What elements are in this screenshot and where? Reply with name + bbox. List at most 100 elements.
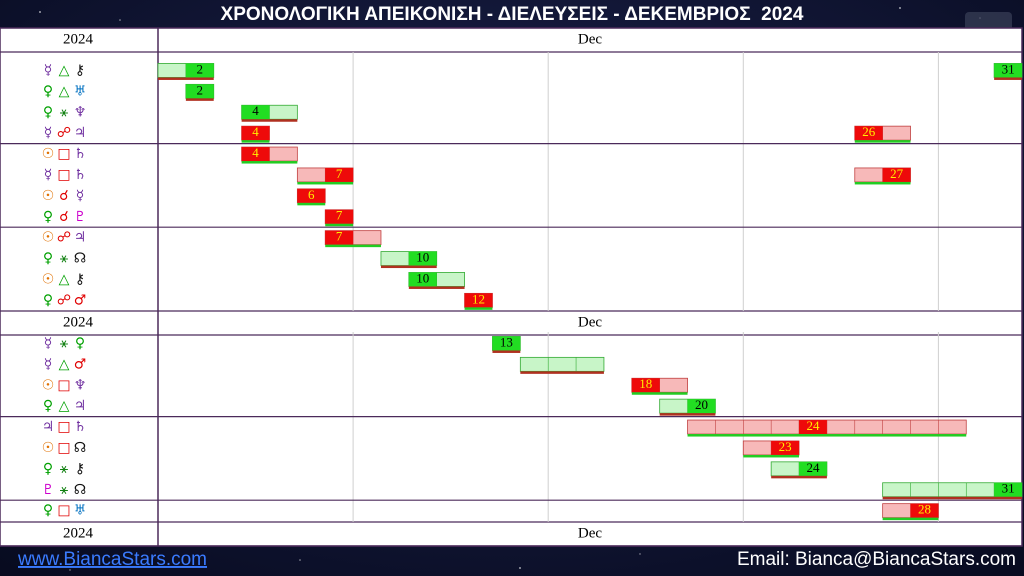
- aspect-glyph: ⚷: [75, 461, 85, 477]
- aspect-glyph: ♇: [42, 482, 55, 498]
- aspect-glyph: ♃: [74, 125, 87, 141]
- aspect-glyph: ♀: [43, 104, 53, 120]
- peak-cell: [994, 63, 1022, 78]
- year-label: 2024: [63, 525, 94, 541]
- peak-label: 7: [336, 166, 343, 181]
- bar-underline: [297, 181, 354, 185]
- peak-label: 4: [252, 103, 259, 118]
- aspect-glyph: ☍: [57, 292, 71, 308]
- aspect-glyph: ⚹: [60, 335, 69, 351]
- bar-underline: [325, 244, 381, 248]
- website-link[interactable]: www.BiancaStars.com: [17, 549, 207, 570]
- aspect-glyph: ⚷: [75, 271, 85, 287]
- aspect-glyph: ♃: [74, 398, 87, 414]
- peak-label: 18: [639, 376, 652, 391]
- aspect-glyph: ☉: [42, 440, 55, 456]
- bar-underline: [380, 265, 437, 269]
- aspect-glyph: ☿: [76, 188, 85, 204]
- bar-underline: [994, 77, 1022, 80]
- peak-label: 23: [779, 439, 792, 454]
- aspect-glyph: ⚹: [60, 482, 69, 498]
- bar-underline: [743, 454, 800, 458]
- peak-cell: [464, 293, 493, 308]
- peak-label: 20: [695, 397, 708, 412]
- aspect-glyph: ☍: [57, 125, 71, 141]
- aspect-glyph: ☉: [42, 188, 55, 204]
- peak-label: 6: [308, 187, 315, 202]
- aspect-glyph: ☊: [74, 440, 86, 456]
- aspect-glyph: ☉: [42, 230, 55, 246]
- aspect-glyph: △: [59, 398, 70, 414]
- aspect-glyph: ☍: [57, 230, 71, 246]
- bar-underline: [325, 223, 354, 227]
- bar-underline: [241, 119, 298, 122]
- peak-cell: [408, 272, 437, 287]
- aspect-glyph: ♄: [74, 146, 87, 162]
- peak-cell: [325, 167, 354, 182]
- table: [0, 27, 1023, 547]
- peak-cell: [325, 230, 354, 245]
- aspect-glyph: ♅: [74, 83, 87, 99]
- aspect-glyph: △: [59, 83, 70, 99]
- aspect-glyph: ♃: [74, 230, 87, 246]
- peak-cell: [799, 420, 827, 435]
- peak-label: 2: [197, 82, 204, 97]
- aspect-glyph: ♂: [74, 292, 87, 308]
- year-label: 2024: [63, 314, 94, 330]
- bar-underline: [408, 286, 465, 289]
- aspect-glyph: ⚹: [60, 104, 69, 120]
- aspect-glyph: △: [59, 62, 70, 78]
- bar-underline: [241, 140, 270, 143]
- peak-cell: [185, 84, 214, 99]
- peak-cell: [771, 440, 800, 455]
- aspect-glyph: ☿: [44, 335, 53, 351]
- aspect-glyph: ♇: [74, 209, 87, 225]
- bar-underline: [464, 307, 493, 310]
- peak-cell: [492, 336, 521, 351]
- peak-label: 7: [336, 229, 343, 244]
- peak-cell: [408, 251, 437, 266]
- peak-cell: [994, 482, 1022, 497]
- peak-cell: [854, 126, 883, 141]
- bar-underline: [158, 77, 214, 80]
- aspect-glyph: ♆: [74, 104, 87, 120]
- bar-underline: [185, 98, 214, 101]
- peak-label: 4: [252, 145, 259, 160]
- aspect-glyph: ☌: [59, 188, 68, 204]
- peak-cell: [185, 63, 214, 78]
- month-label: Dec: [578, 31, 602, 47]
- aspect-glyph: ⚹: [60, 251, 69, 267]
- bar-underline: [297, 202, 326, 206]
- peak-label: 28: [918, 502, 931, 517]
- aspect-glyph: □: [57, 377, 70, 393]
- bar-underline: [687, 434, 967, 437]
- email: Email: Bianca@BiancaStars.com: [737, 549, 1016, 570]
- peak-label: 24: [806, 418, 820, 433]
- aspect-glyph: ♆: [74, 377, 87, 393]
- title: ΧΡΟΝΟΛΟΓΙΚΗ ΑΠΕΙΚΟΝΙΣΗ - ΔΙΕΛΕΥΣΕΙΣ - ΔΕ…: [221, 4, 804, 25]
- month-label: Dec: [578, 525, 602, 541]
- transit-bar: [519, 356, 605, 372]
- aspect-glyph: ☊: [74, 251, 86, 267]
- aspect-glyph: ♀: [43, 503, 53, 519]
- peak-cell: [631, 378, 660, 393]
- peak-label: 12: [472, 291, 485, 306]
- peak-label: 31: [1002, 481, 1015, 496]
- aspect-glyph: □: [57, 167, 70, 183]
- aspect-glyph: ♅: [74, 503, 87, 519]
- month-label: Dec: [578, 314, 602, 330]
- aspect-glyph: □: [57, 146, 70, 162]
- aspect-glyph: ♃: [42, 419, 55, 435]
- peak-cell: [297, 188, 326, 203]
- peak-label: 31: [1002, 61, 1015, 76]
- bar-underline: [854, 140, 911, 143]
- bar-underline: [520, 371, 604, 374]
- peak-cell: [241, 105, 270, 120]
- peak-label: 2: [197, 61, 204, 76]
- aspect-glyph: ☉: [42, 271, 55, 287]
- aspect-glyph: ☿: [44, 356, 53, 372]
- bar-underline: [854, 181, 911, 185]
- year-label: 2024: [63, 31, 94, 47]
- bar-underline: [882, 517, 939, 521]
